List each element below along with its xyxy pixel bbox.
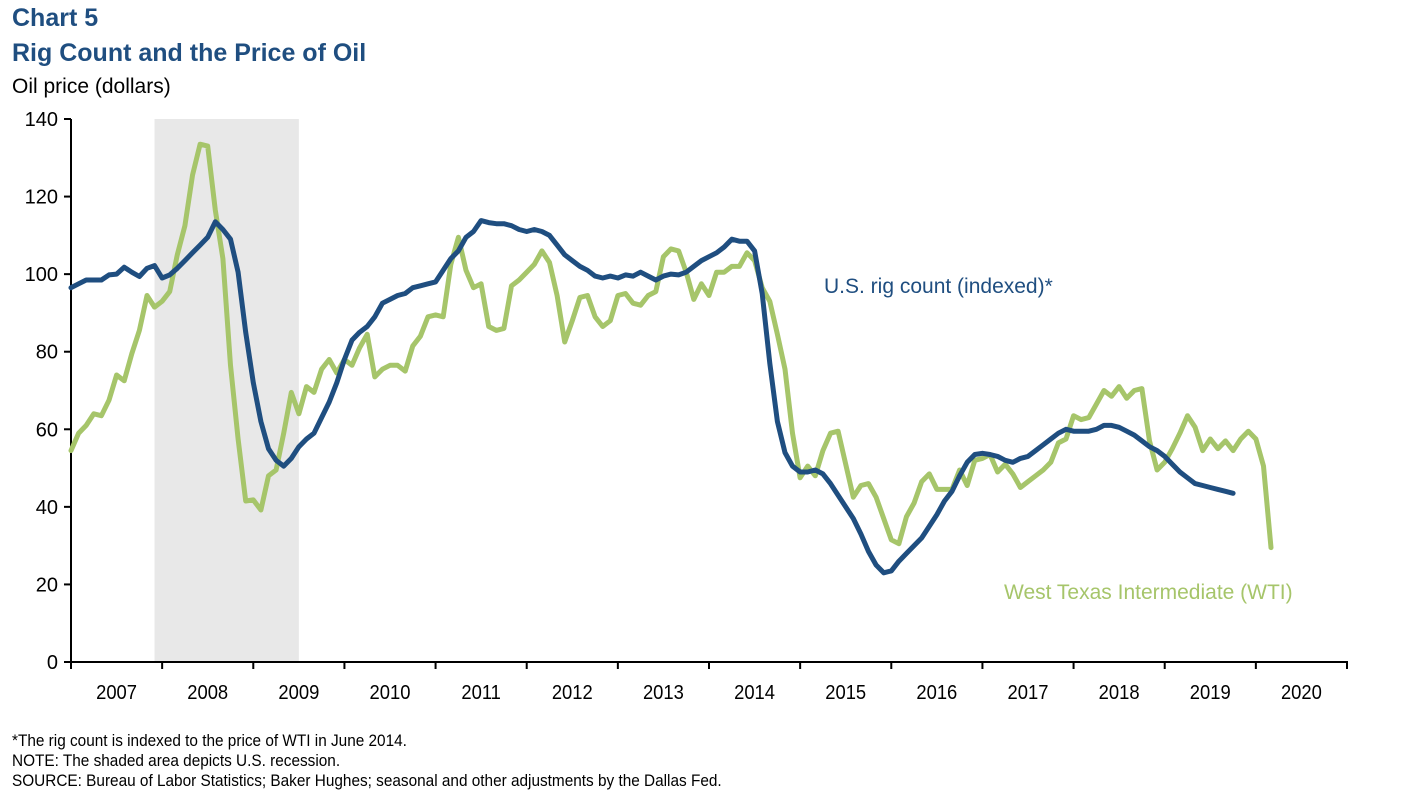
wti-line [68,141,1274,551]
x-tick-label: 2012 [552,682,593,704]
recession-shade [154,119,299,662]
chart-number: Chart 5 [12,4,99,32]
footnote-source: SOURCE: Bureau of Labor Statistics; Bake… [12,772,722,790]
x-tick-label: 2014 [734,682,775,704]
rig-count-series-label: U.S. rig count (indexed)* [824,275,1053,298]
x-tick-label: 2010 [370,682,411,704]
footnote-asterisk: *The rig count is indexed to the price o… [12,732,407,750]
chart-title: Rig Count and the Price of Oil [12,39,367,67]
rig-count-line [68,218,1236,576]
x-tick-label: 2007 [96,682,137,704]
y-tick-label: 20 [36,574,58,596]
wti-series-label: West Texas Intermediate (WTI) [1004,581,1293,604]
x-tick-label: 2017 [1008,682,1049,704]
y-tick-label: 40 [36,497,58,519]
x-tick-label: 2013 [643,682,684,704]
x-tick-label: 2011 [461,682,501,704]
x-tick-label: 2020 [1281,682,1322,704]
y-tick-label: 100 [25,264,58,286]
footnote-note: NOTE: The shaded area depicts U.S. reces… [12,752,341,770]
y-axis-unit-label: Oil price (dollars) [12,75,171,98]
y-tick-label: 60 [36,419,58,441]
x-tick-label: 2019 [1190,682,1231,704]
footnotes: *The rig count is indexed to the price o… [12,731,722,791]
y-tick-label: 0 [47,652,58,674]
x-tick-label: 2016 [916,682,957,704]
y-tick-label: 120 [25,187,58,209]
x-tick-label: 2018 [1099,682,1140,704]
y-tick-label: 80 [36,342,58,364]
y-tick-label: 140 [25,109,58,131]
x-tick-label: 2008 [187,682,228,704]
x-tick-label: 2009 [278,682,319,704]
x-tick-label: 2015 [825,682,866,704]
